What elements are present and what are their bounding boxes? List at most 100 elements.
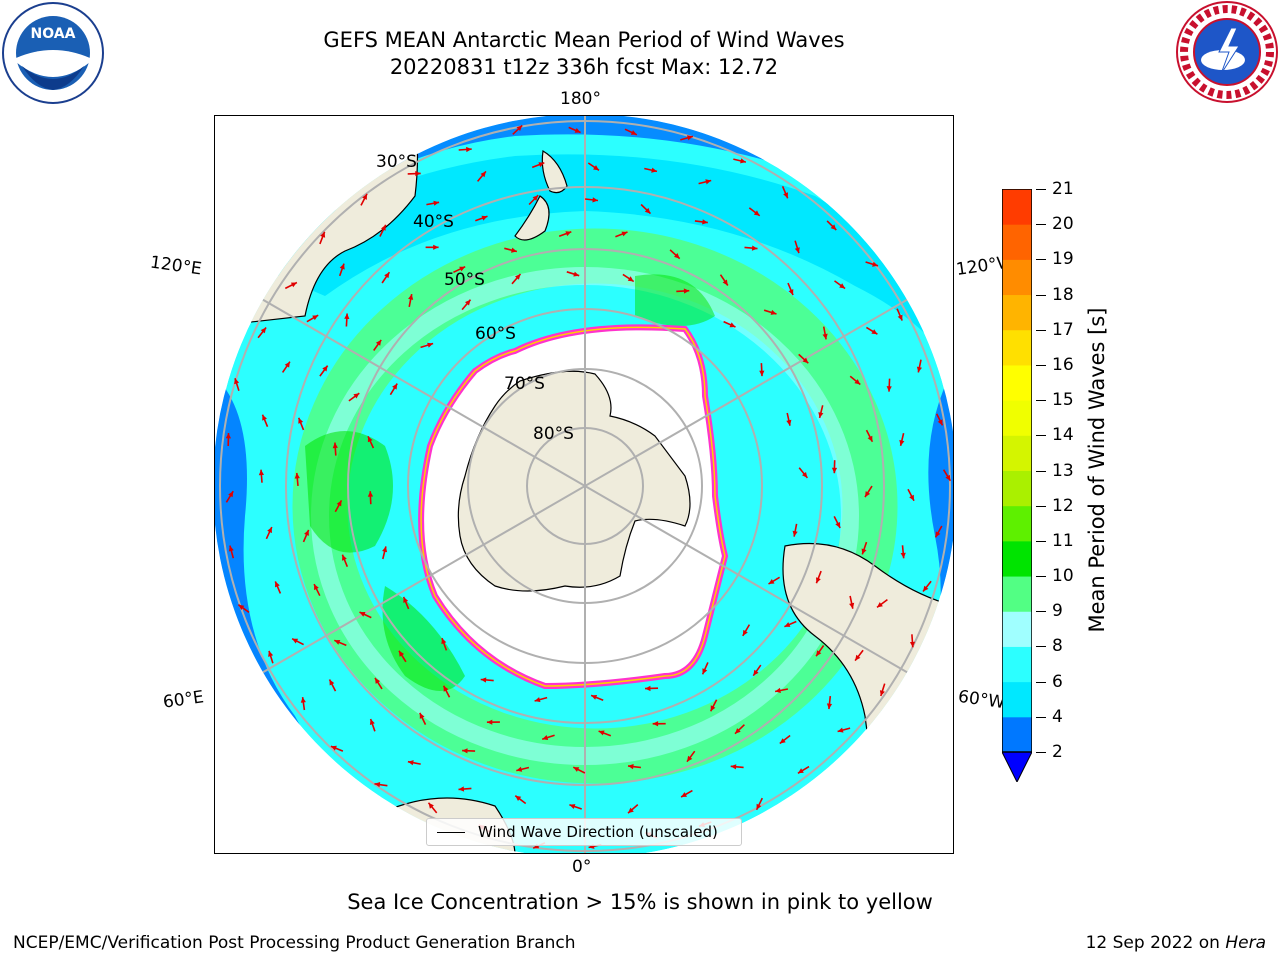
wind-wave-arrowhead bbox=[788, 289, 794, 296]
wind-wave-arrowhead bbox=[260, 327, 267, 334]
wind-wave-arrowhead bbox=[268, 650, 274, 657]
lon-label-60w: 60°W bbox=[956, 686, 1007, 714]
wind-wave-arrowhead bbox=[381, 224, 386, 231]
colorbar-bin bbox=[1002, 681, 1032, 718]
colorbar-tick-mark bbox=[1036, 611, 1046, 613]
colorbar-tick-label: 18 bbox=[1052, 284, 1074, 305]
colorbar-bin bbox=[1002, 364, 1032, 401]
wind-wave-arrowhead bbox=[630, 130, 637, 135]
wind-wave-arrowhead bbox=[292, 638, 299, 644]
colorbar-bin bbox=[1002, 294, 1032, 331]
wind-wave-arrowhead bbox=[433, 244, 439, 250]
wind-wave-arrowhead bbox=[275, 581, 280, 588]
wind-wave-arrowhead bbox=[759, 370, 765, 377]
wind-wave-arrowhead bbox=[740, 158, 746, 164]
wind-wave-arrowhead bbox=[399, 650, 405, 657]
colorbar-bin bbox=[1002, 505, 1032, 542]
colorbar-tick-mark bbox=[1036, 681, 1046, 683]
wind-wave-arrowhead bbox=[900, 552, 906, 559]
wind-wave-arrowhead bbox=[419, 712, 425, 719]
wind-wave-arrowhead bbox=[458, 786, 465, 792]
wind-wave-arrowhead bbox=[427, 342, 434, 348]
new-zealand-landmass bbox=[514, 150, 568, 241]
wind-wave-arrowhead bbox=[362, 193, 367, 200]
wind-wave-arrowhead bbox=[294, 472, 300, 479]
antarctica-landmass bbox=[457, 370, 691, 592]
colorbar-bin bbox=[1002, 329, 1032, 366]
wind-wave-arrowhead bbox=[822, 333, 828, 340]
colorbar-tick-label: 14 bbox=[1052, 425, 1074, 446]
wind-wave-arrowhead bbox=[407, 760, 414, 766]
wind-wave-arrowhead bbox=[826, 703, 833, 710]
wind-wave-arrowhead bbox=[392, 383, 398, 390]
wind-wave-arrowhead bbox=[645, 685, 651, 692]
lon-label-60e: 60°E bbox=[161, 687, 206, 713]
wind-wave-arrowhead bbox=[756, 803, 762, 810]
colorbar-bin bbox=[1002, 576, 1032, 612]
wind-wave-arrowhead bbox=[687, 135, 693, 141]
wind-wave-arrowhead bbox=[861, 548, 867, 555]
wind-wave-arrowhead bbox=[897, 314, 903, 321]
wind-wave-arrowhead bbox=[770, 309, 777, 315]
chart-subtitle: 20220831 t12z 336h fcst Max: 12.72 bbox=[389, 55, 779, 79]
wind-wave-arrowhead bbox=[849, 602, 855, 609]
colorbar-tick-mark bbox=[1036, 329, 1046, 331]
wind-wave-arrowhead bbox=[344, 313, 350, 319]
colorbar-tick-label: 17 bbox=[1052, 319, 1074, 340]
wind-wave-arrowhead bbox=[565, 231, 572, 237]
wind-wave-arrowhead bbox=[532, 195, 539, 201]
wind-wave-arrowhead bbox=[228, 491, 234, 498]
wind-wave-arrowhead bbox=[742, 629, 748, 636]
lat-label-80s: 80°S bbox=[533, 424, 574, 444]
wind-wave-arrowhead bbox=[238, 604, 245, 610]
wind-wave-arrowhead bbox=[314, 584, 319, 591]
colorbar-tick-mark bbox=[1036, 435, 1046, 437]
wind-wave-arrowhead bbox=[837, 727, 844, 733]
wind-wave-arrowhead bbox=[909, 641, 916, 648]
wind-wave-arrowhead bbox=[353, 393, 360, 399]
wind-wave-arrowhead bbox=[702, 219, 708, 225]
wind-wave-arrowhead bbox=[687, 755, 693, 762]
wind-wave-arrowhead bbox=[408, 294, 414, 300]
wind-wave-arrowhead bbox=[705, 179, 712, 185]
wind-wave-arrowhead bbox=[428, 802, 434, 809]
wind-wave-arrowhead bbox=[674, 253, 680, 259]
wind-wave-arrowhead bbox=[443, 685, 449, 692]
wind-wave-arrowhead bbox=[486, 719, 493, 725]
colorbar-tick-mark bbox=[1036, 259, 1046, 261]
wind-wave-arrowhead bbox=[877, 602, 883, 608]
wind-wave-arrowhead bbox=[831, 467, 838, 474]
wind-wave-arrowhead bbox=[592, 197, 598, 203]
lon-label-180: 180° bbox=[560, 89, 601, 109]
wind-wave-arrowhead bbox=[375, 677, 381, 684]
colorbar-extend-below bbox=[1002, 751, 1032, 782]
wind-wave-arrowhead bbox=[644, 207, 651, 214]
wind-wave-arrowhead bbox=[627, 276, 634, 282]
wind-wave-arrowhead bbox=[683, 288, 690, 294]
wind-wave-arrowhead bbox=[403, 596, 409, 603]
wind-wave-arrowhead bbox=[945, 474, 951, 481]
lat-label-70s: 70°S bbox=[504, 374, 545, 394]
wind-wave-arrowhead bbox=[569, 804, 576, 809]
colorbar-tick-label: 16 bbox=[1052, 354, 1074, 375]
wind-wave-arrowhead bbox=[751, 245, 758, 251]
wind-wave-arrowhead bbox=[784, 622, 791, 627]
wind-wave-arrowhead bbox=[937, 419, 943, 426]
wind-wave-arrowhead bbox=[339, 263, 345, 270]
wind-wave-arrowhead bbox=[480, 677, 487, 683]
wind-wave-arrowhead bbox=[909, 494, 914, 501]
colorbar-tick-label: 10 bbox=[1052, 566, 1074, 587]
footer-date: 12 Sep 2022 on Hera bbox=[1086, 933, 1266, 953]
wind-wave-arrowhead bbox=[839, 283, 846, 289]
colorbar-tick-mark bbox=[1036, 576, 1046, 578]
colorbar-bin bbox=[1002, 716, 1032, 753]
wind-wave-arrowhead bbox=[481, 215, 488, 221]
colorbar-tick-mark bbox=[1036, 752, 1046, 753]
wind-wave-arrowhead bbox=[433, 200, 440, 206]
legend-label: Wind Wave Direction (unscaled) bbox=[478, 823, 718, 841]
wind-wave-arrowhead bbox=[768, 579, 775, 584]
wind-wave-arrowhead bbox=[332, 442, 338, 449]
wind-wave-arrowhead bbox=[515, 795, 522, 801]
wind-wave-arrowhead bbox=[729, 322, 736, 328]
wind-wave-arrowhead bbox=[867, 435, 873, 442]
